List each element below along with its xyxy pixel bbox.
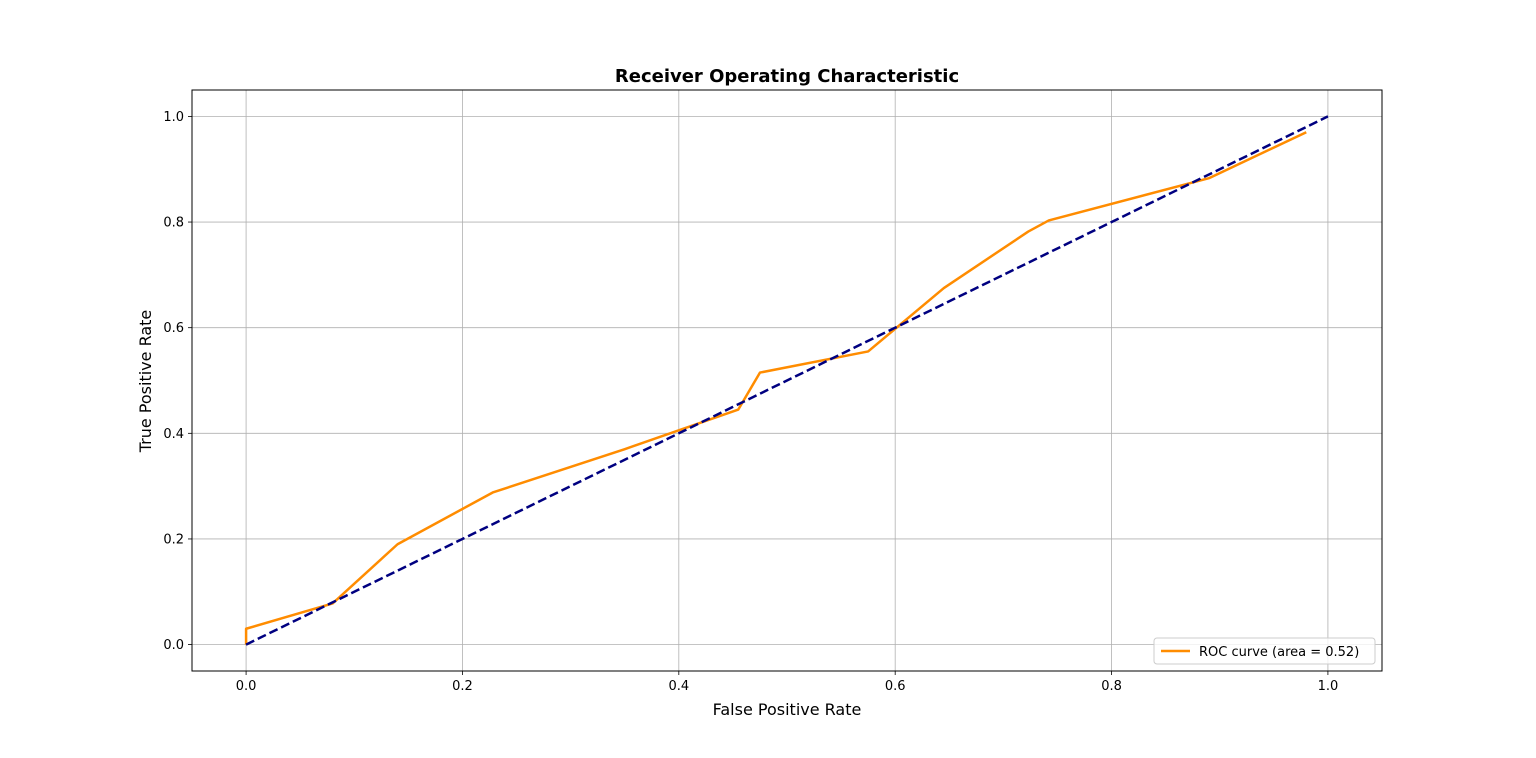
- x-tick-label: 0.8: [1101, 679, 1122, 694]
- series-layer: [244, 115, 1329, 646]
- x-axis-ticks: 0.0 0.2 0.4 0.6 0.8 1.0: [236, 671, 1339, 694]
- y-tick-label: 0.4: [163, 427, 184, 442]
- x-axis-label: False Positive Rate: [713, 700, 862, 719]
- plot-frame: [191, 89, 1383, 672]
- legend-box: [1153, 637, 1376, 665]
- y-tick-label: 0.6: [163, 321, 184, 336]
- y-tick-label: 0.2: [163, 532, 184, 547]
- roc-curve-line: [244, 131, 1307, 645]
- y-tick-label: 0.0: [163, 638, 184, 653]
- y-tick-label: 0.8: [163, 216, 184, 231]
- x-tick-label: 1.0: [1318, 679, 1339, 694]
- x-tick-label: 0.2: [452, 679, 473, 694]
- legend-label: ROC curve (area = 0.52): [1199, 645, 1359, 660]
- y-axis-label: True Positive Rate: [136, 310, 155, 454]
- legend: ROC curve (area = 0.52): [1153, 637, 1376, 665]
- chart-title: Receiver Operating Characteristic: [615, 66, 959, 87]
- chance-diagonal-line: [245, 115, 1329, 646]
- y-axis-ticks: 0.0 0.2 0.4 0.6 0.8 1.0: [163, 110, 192, 653]
- x-tick-label: 0.6: [885, 679, 906, 694]
- x-tick-label: 0.0: [236, 679, 257, 694]
- x-tick-label: 0.4: [668, 679, 689, 694]
- y-tick-label: 1.0: [163, 110, 184, 125]
